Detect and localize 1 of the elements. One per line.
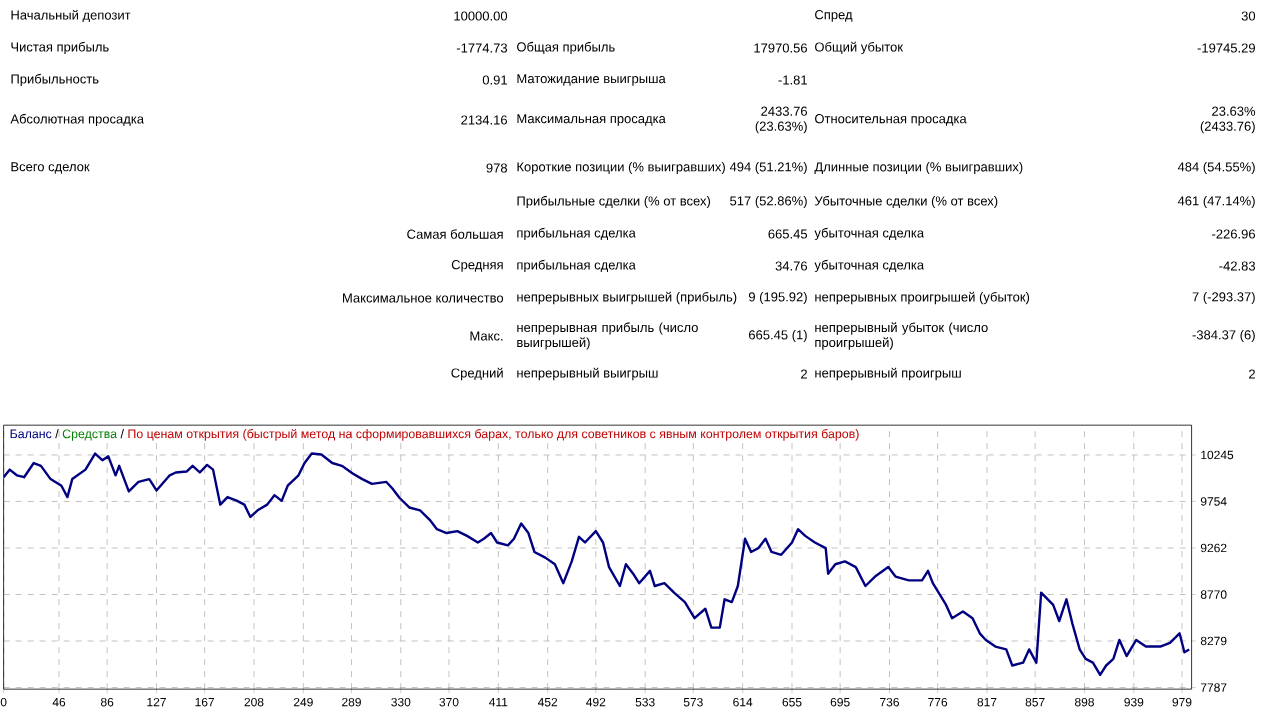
line-series [3,452,1191,677]
